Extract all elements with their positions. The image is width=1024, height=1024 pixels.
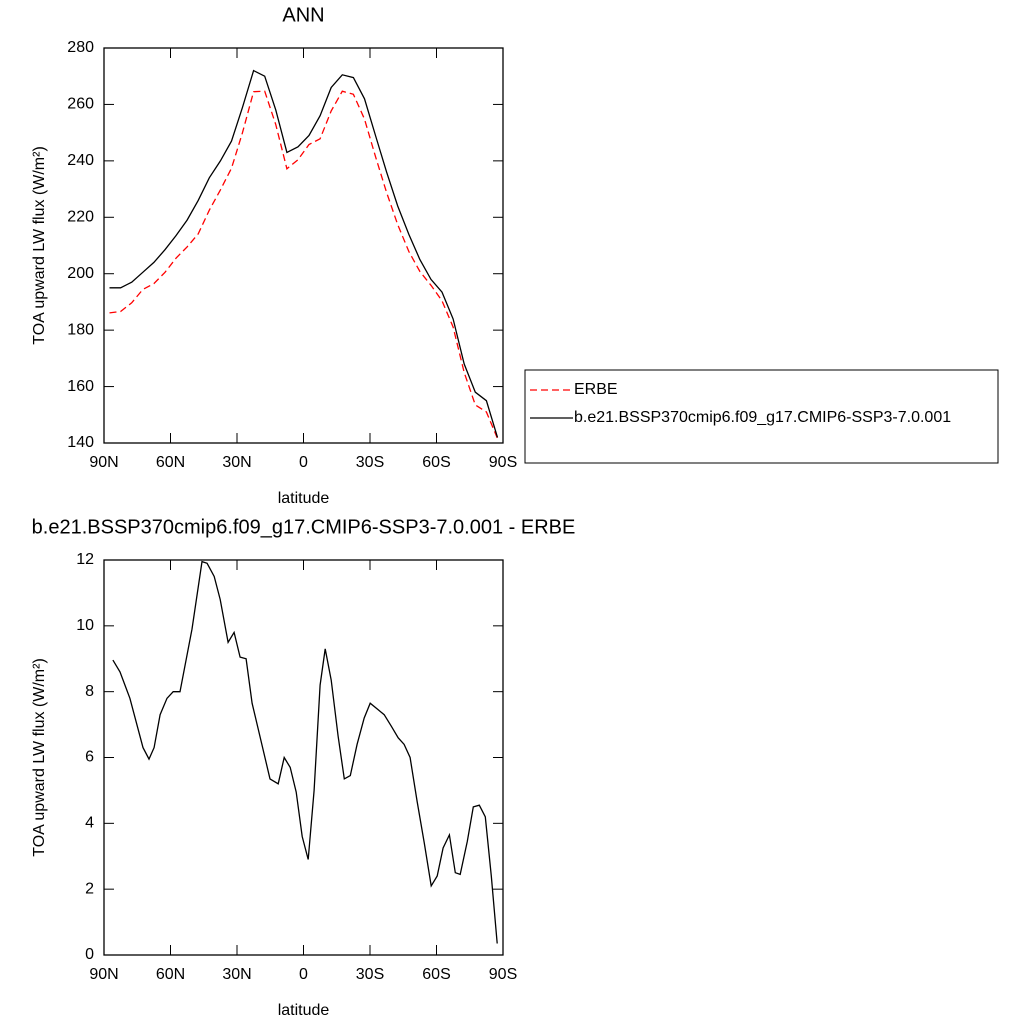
series-line [109,90,499,439]
y-tick-label: 200 [67,265,94,282]
x-tick-label: 30S [356,966,384,983]
y-tick-label: 160 [67,378,94,395]
x-tick-label: 30N [222,966,251,983]
y-tick-label: 4 [85,815,94,832]
chart-title: ANN [282,4,324,26]
x-tick-label: 0 [299,966,308,983]
y-tick-label: 10 [76,617,94,634]
y-tick-label: 240 [67,152,94,169]
x-tick-label: 30S [356,454,384,471]
y-tick-label: 180 [67,321,94,338]
legend-label: b.e21.BSSP370cmip6.f09_g17.CMIP6-SSP3-7.… [574,409,951,426]
x-tick-label: 90S [489,454,517,471]
y-tick-label: 280 [67,39,94,56]
plot-frame [103,47,504,444]
x-tick-label: 90N [89,454,118,471]
legend: ERBE b.e21.BSSP370cmip6.f09_g17.CMIP6-SSP… [524,369,999,464]
y-tick-label: 0 [85,946,94,963]
x-tick-label: 90S [489,966,517,983]
y-axis-label: TOA upward LW flux (W/m²) [31,658,48,857]
y-tick-label: 2 [85,880,94,897]
chart-title: b.e21.BSSP370cmip6.f09_g17.CMIP6-SSP3-7.… [32,516,576,538]
y-tick-label: 260 [67,96,94,113]
x-tick-label: 60N [156,454,185,471]
legend-label: ERBE [574,381,618,398]
series-line [112,560,498,944]
x-tick-label: 90N [89,966,118,983]
series-line [109,69,499,438]
y-tick-label: 220 [67,209,94,226]
y-tick-label: 140 [67,434,94,451]
x-tick-label: 60N [156,966,185,983]
plot-frame [103,559,504,956]
x-tick-label: 30N [222,454,251,471]
legend-frame [524,369,999,464]
x-tick-label: 60S [422,966,450,983]
y-axis-label: TOA upward LW flux (W/m²) [31,146,48,345]
y-tick-label: 12 [76,551,94,568]
y-tick-label: 8 [85,683,94,700]
x-axis-label: latitude [278,490,330,507]
x-axis-label: latitude [278,1002,330,1019]
y-tick-label: 6 [85,749,94,766]
x-tick-label: 0 [299,454,308,471]
x-tick-label: 60S [422,454,450,471]
